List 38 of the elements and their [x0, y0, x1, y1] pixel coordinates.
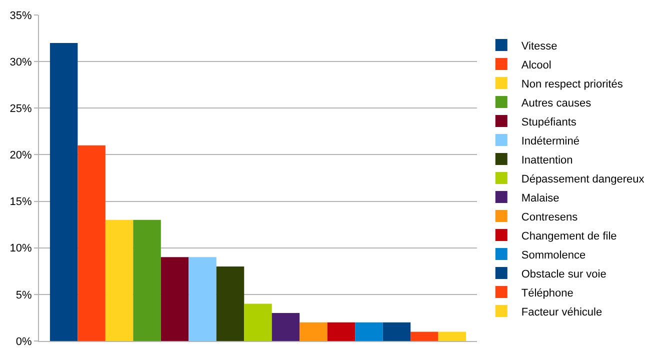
bar	[438, 332, 466, 341]
legend-label: Inattention	[521, 154, 573, 166]
bar	[105, 220, 134, 341]
y-tick-label: 20%	[10, 150, 32, 162]
legend-label: Dépassement dangereux	[521, 173, 645, 186]
bar	[327, 322, 356, 341]
legend-label: Facteur véhicule	[521, 306, 602, 318]
bar	[78, 145, 106, 341]
bar	[188, 257, 216, 341]
bar	[355, 322, 383, 341]
y-tick-label: 5%	[16, 289, 32, 302]
y-tick-label: 10%	[10, 242, 32, 255]
legend-label: Autres causes	[521, 97, 592, 110]
y-tick-label: 0%	[16, 336, 32, 348]
bar	[244, 304, 272, 341]
bar	[382, 322, 411, 341]
legend-label: Contresens	[521, 211, 578, 224]
y-tick-label: 25%	[10, 102, 32, 115]
legend-label: Changement de file	[521, 230, 617, 242]
bar	[160, 257, 189, 341]
legend-label: Sommolence	[521, 249, 586, 262]
legend-label: Obstacle sur voie	[521, 268, 606, 280]
bar	[300, 322, 328, 341]
legend-label: Stupéfiants	[521, 116, 577, 128]
legend-label: Téléphone	[521, 287, 574, 300]
bar	[50, 42, 78, 341]
bar	[410, 332, 438, 341]
y-tick-label: 30%	[10, 56, 32, 68]
bar	[272, 313, 300, 341]
legend-label: Malaise	[521, 192, 560, 204]
legend-label: Alcool	[521, 59, 552, 72]
legend-label: Non respect priorités	[521, 78, 624, 90]
y-tick-label: 15%	[10, 196, 32, 208]
legend-label: Vitesse	[521, 40, 558, 52]
y-tick-label: 35%	[10, 10, 32, 22]
legend-label: Indéterminé	[521, 135, 580, 148]
bar	[133, 220, 161, 341]
bar	[216, 266, 244, 341]
